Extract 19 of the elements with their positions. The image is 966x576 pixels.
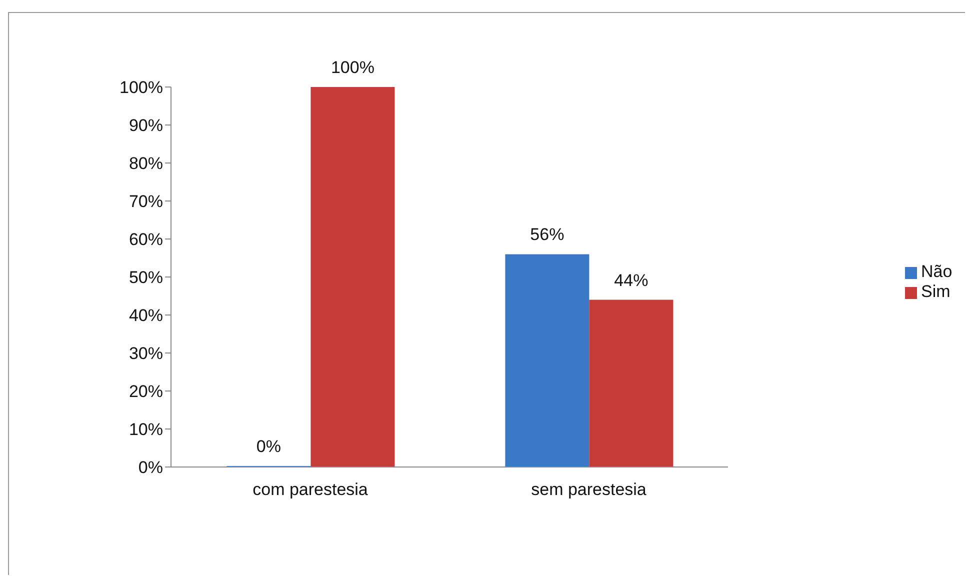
data-label: 0% [256,437,281,456]
y-tick-label: 90% [128,116,163,136]
legend-label: Não [921,262,952,281]
x-tick-label: sem parestesia [531,480,647,500]
y-tick-label: 10% [128,420,163,440]
y-tick-label: 40% [128,306,163,326]
y-tick-label: 50% [128,268,163,288]
y-tick-label: 80% [128,154,163,174]
y-tick-label: 20% [128,382,163,402]
y-tick-label: 70% [128,192,163,212]
y-tick-label: 30% [128,344,163,364]
data-label: 100% [330,58,374,77]
y-tick-label: 100% [120,78,163,98]
data-label: 44% [614,270,648,290]
x-tick-label: com parestesia [252,480,368,500]
y-tick-label: 0% [138,458,163,478]
data-label: 56% [530,225,564,244]
y-tick-label: 60% [128,230,163,250]
legend-label: Sim [921,282,950,301]
